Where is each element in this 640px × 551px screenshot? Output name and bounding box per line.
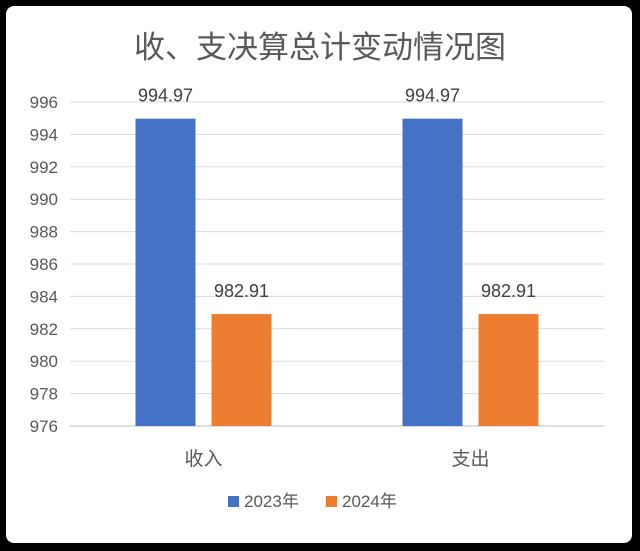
y-tick-label: 990 [30,190,58,209]
y-tick-label: 994 [30,125,58,144]
legend-swatch [228,496,239,507]
data-label: 982.91 [214,281,269,301]
y-tick-label: 978 [30,385,58,404]
legend-label: 2023年 [244,492,299,511]
legend: 2023年 2024年 [228,492,397,511]
y-tick-label: 996 [30,93,58,112]
data-label: 994.97 [405,86,460,106]
legend-label: 2024年 [342,492,397,511]
category-label: 支出 [451,448,489,470]
category-labels: 收入 支出 [184,448,489,470]
legend-swatch [326,496,337,507]
bar-2-1 [211,314,272,426]
y-tick-label: 980 [30,352,58,371]
bars [135,118,539,426]
y-tick-label: 992 [30,158,58,177]
data-labels: 994.97 982.91 994.97 982.91 [138,86,536,301]
data-label: 982.91 [481,281,536,301]
y-tick-label: 988 [30,223,58,242]
y-tick-label: 982 [30,320,58,339]
y-tick-label: 976 [30,417,58,436]
bar-1-2 [402,118,463,426]
chart-title: 收、支决算总计变动情况图 [134,30,506,66]
data-label: 994.97 [138,86,193,106]
chart-frame [6,6,632,543]
bar-1-1 [135,118,196,426]
y-tick-label: 984 [30,287,58,306]
y-tick-label: 986 [30,255,58,274]
bar-2-2 [478,314,539,426]
y-axis-ticks: 976 978 980 982 984 986 988 990 992 994 996 [30,93,58,436]
category-label: 收入 [184,448,222,470]
